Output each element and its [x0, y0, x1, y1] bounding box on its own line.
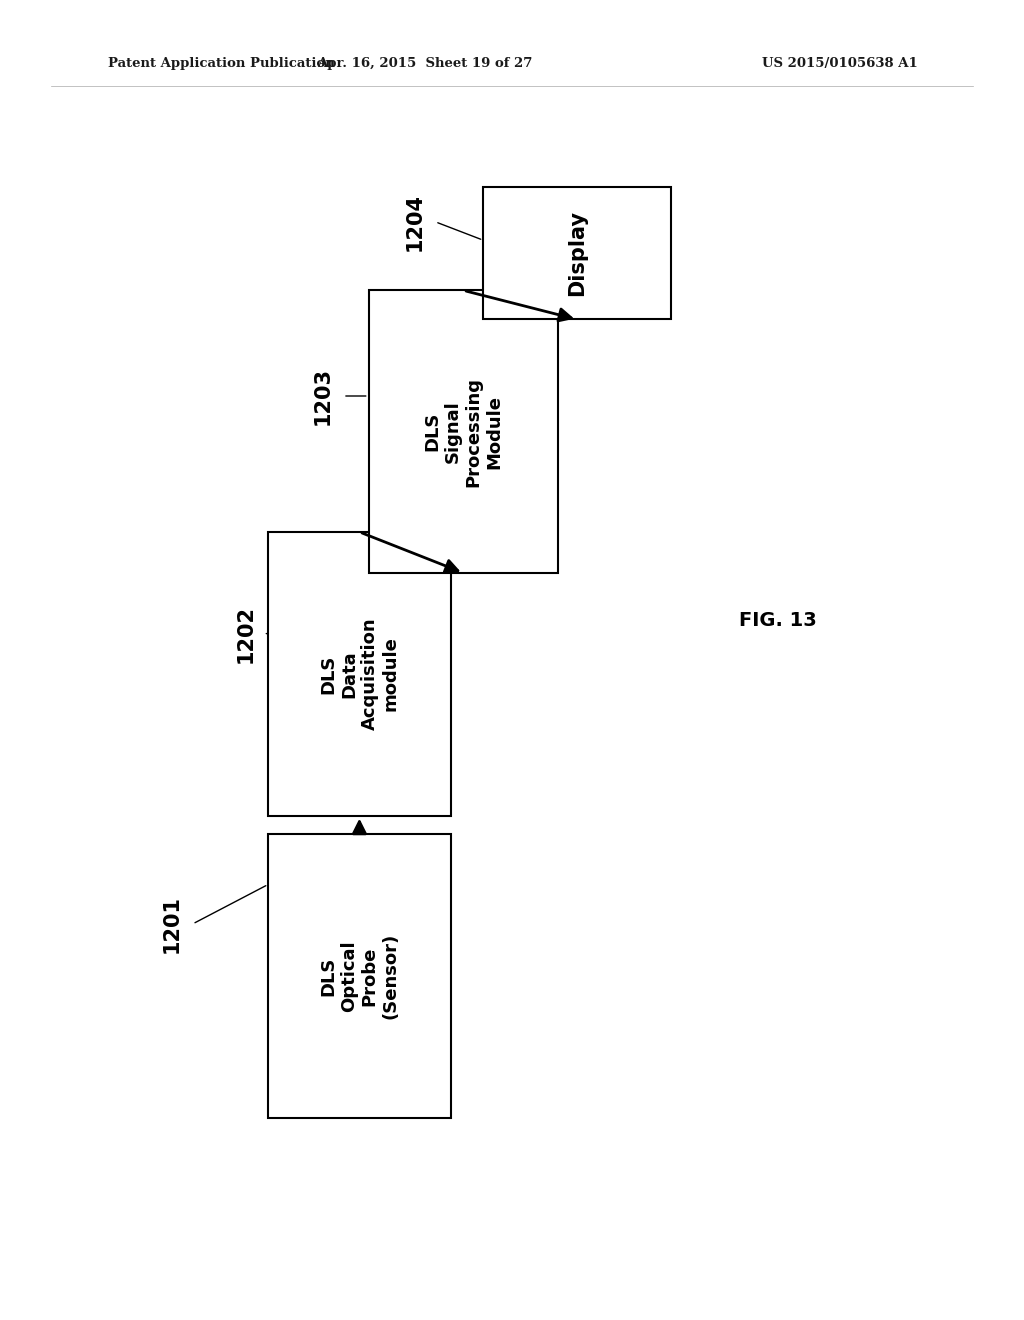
Text: 1202: 1202 [236, 605, 256, 663]
Text: 1201: 1201 [162, 895, 182, 953]
Bar [268, 532, 451, 816]
Text: DLS
Data
Acquisition
module: DLS Data Acquisition module [319, 618, 399, 730]
Text: US 2015/0105638 A1: US 2015/0105638 A1 [762, 57, 918, 70]
Text: 1204: 1204 [404, 193, 425, 251]
Bar [369, 290, 558, 573]
Bar [268, 834, 451, 1118]
Text: DLS
Optical
Probe
(Sensor): DLS Optical Probe (Sensor) [319, 933, 399, 1019]
Text: Apr. 16, 2015  Sheet 19 of 27: Apr. 16, 2015 Sheet 19 of 27 [317, 57, 532, 70]
Bar [483, 187, 671, 319]
Text: DLS
Signal
Processing
Module: DLS Signal Processing Module [423, 376, 504, 487]
Text: FIG. 13: FIG. 13 [739, 611, 817, 630]
Text: Display: Display [567, 210, 587, 297]
Text: 1203: 1203 [312, 367, 333, 425]
Text: Patent Application Publication: Patent Application Publication [108, 57, 334, 70]
